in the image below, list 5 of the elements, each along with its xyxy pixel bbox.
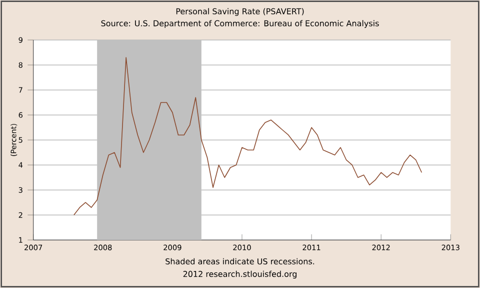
chart-subtitle: Source: U.S. Department of Commerce: Bureau of Economic Analysis: [101, 20, 379, 28]
text: 2012 research.stlouisfed.org: [183, 270, 296, 279]
text: Shaded areas indicate US recessions.: [166, 258, 314, 264]
chart-title: Personal Saving Rate (PSAVERT): [176, 8, 304, 16]
line-series: [74, 57, 422, 216]
